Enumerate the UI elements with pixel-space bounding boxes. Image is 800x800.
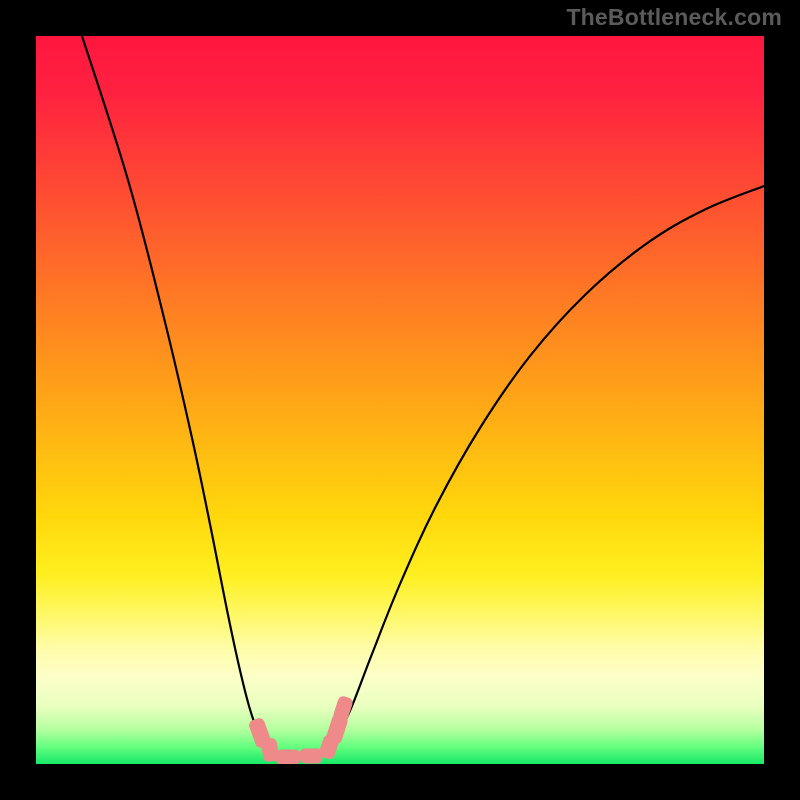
watermark-text: TheBottleneck.com bbox=[566, 4, 782, 31]
outer-frame: TheBottleneck.com bbox=[0, 0, 800, 800]
curve-marker bbox=[276, 750, 300, 764]
gradient-background bbox=[36, 36, 764, 764]
curve-marker bbox=[300, 749, 322, 763]
plot-svg bbox=[36, 36, 764, 764]
plot-area bbox=[36, 36, 764, 764]
